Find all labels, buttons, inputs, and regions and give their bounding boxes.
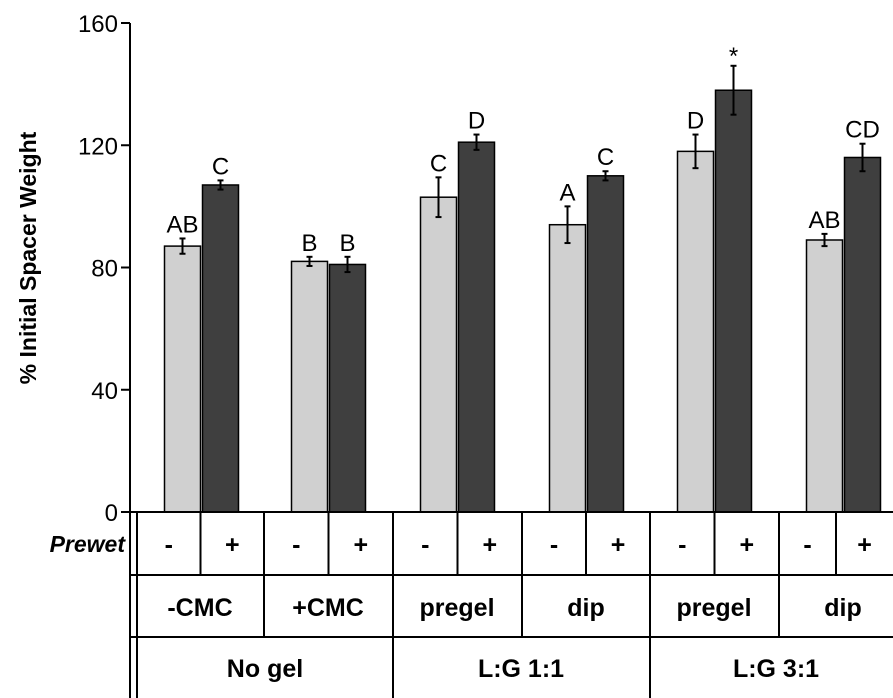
prewet-minus: - bbox=[678, 531, 686, 559]
condition-label: +CMC bbox=[292, 594, 364, 622]
condition-label: dip bbox=[567, 594, 605, 622]
condition-label: dip bbox=[824, 594, 862, 622]
bar bbox=[714, 89, 753, 513]
y-tick-label: 80 bbox=[91, 256, 118, 283]
error-bar bbox=[306, 255, 313, 267]
y-axis-label: % Initial Spacer Weight bbox=[15, 131, 41, 384]
y-tick-label: 160 bbox=[78, 11, 118, 38]
prewet-plus: + bbox=[353, 531, 368, 559]
error-bar bbox=[344, 255, 351, 274]
prewet-minus: - bbox=[165, 531, 173, 559]
y-tick-label: 0 bbox=[105, 500, 118, 527]
bar bbox=[586, 175, 625, 513]
prewet-minus: - bbox=[803, 531, 811, 559]
significance-label: C bbox=[430, 150, 447, 177]
significance-label: C bbox=[597, 144, 614, 171]
significance-label: CD bbox=[845, 117, 880, 144]
bar bbox=[163, 245, 202, 513]
condition-label: pregel bbox=[419, 594, 494, 622]
group-label: No gel bbox=[227, 655, 303, 683]
prewet-minus: - bbox=[292, 531, 300, 559]
significance-label: AB bbox=[166, 211, 198, 238]
prewet-plus: + bbox=[611, 531, 626, 559]
bar bbox=[328, 263, 367, 513]
error-bar bbox=[179, 237, 186, 255]
error-bar bbox=[435, 176, 442, 219]
condition-label: -CMC bbox=[167, 594, 232, 622]
bar bbox=[419, 196, 458, 513]
significance-label: B bbox=[339, 230, 355, 257]
group-label: L:G 3:1 bbox=[733, 655, 819, 683]
y-tick-label: 40 bbox=[91, 378, 118, 405]
bar bbox=[290, 260, 329, 513]
significance-label: D bbox=[468, 108, 485, 135]
error-bar bbox=[473, 133, 480, 151]
significance-label: B bbox=[301, 230, 317, 257]
prewet-plus: + bbox=[225, 531, 240, 559]
y-axis-ticks: 0 40 80 120 160 bbox=[78, 11, 130, 527]
bar bbox=[676, 150, 715, 513]
significance-label: D bbox=[687, 108, 704, 135]
error-bar bbox=[821, 232, 828, 248]
prewet-plus: + bbox=[857, 531, 872, 559]
prewet-minus: - bbox=[421, 531, 429, 559]
bar bbox=[548, 223, 587, 513]
significance-label: A bbox=[559, 179, 575, 206]
group-label: L:G 1:1 bbox=[478, 655, 564, 683]
error-bar bbox=[692, 133, 699, 170]
bar bbox=[805, 239, 844, 513]
significance-label: AB bbox=[808, 207, 840, 234]
category-table: Prewet - + - + - + - + - + - + -CMC +CMC pregel dip prege… bbox=[50, 512, 893, 698]
y-tick-label: 120 bbox=[78, 133, 118, 160]
error-bar bbox=[217, 179, 224, 191]
error-bar bbox=[859, 142, 866, 173]
significance-label: C bbox=[212, 153, 229, 180]
bar bbox=[843, 156, 882, 513]
prewet-plus: + bbox=[482, 531, 497, 559]
prewet-label: Prewet bbox=[50, 531, 127, 557]
error-bar bbox=[602, 170, 609, 182]
error-bar bbox=[564, 205, 571, 245]
condition-label: pregel bbox=[676, 594, 751, 622]
significance-label: * bbox=[729, 43, 738, 70]
error-bar bbox=[730, 64, 737, 116]
prewet-plus: + bbox=[739, 531, 754, 559]
bar bbox=[457, 141, 496, 513]
bar bbox=[201, 184, 240, 513]
prewet-minus: - bbox=[550, 531, 558, 559]
